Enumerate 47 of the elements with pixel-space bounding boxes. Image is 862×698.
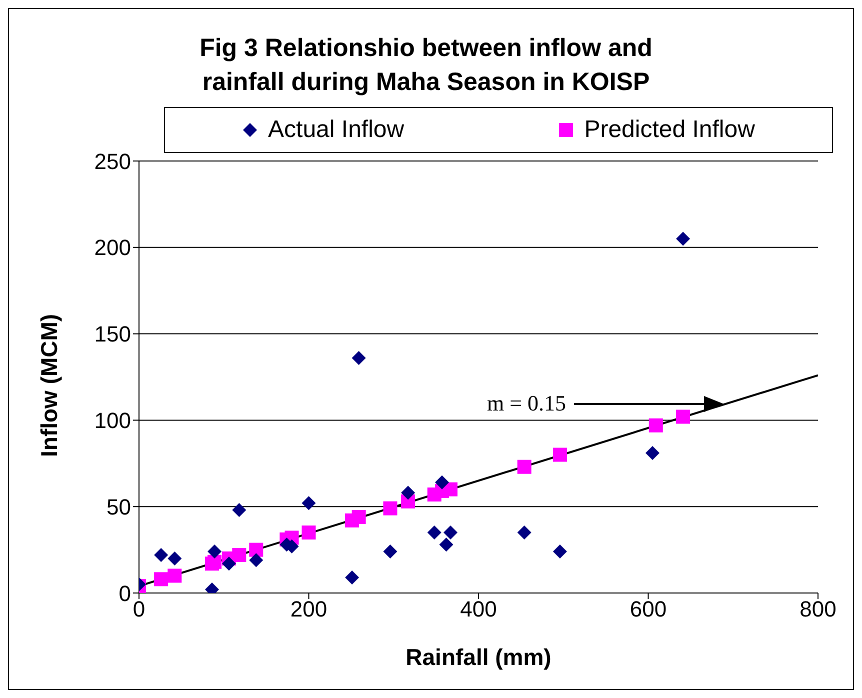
point (168, 551, 182, 566)
point (435, 475, 450, 490)
point (517, 526, 532, 540)
x-tick-label: 200 (290, 596, 328, 622)
point (383, 501, 398, 516)
point (383, 544, 398, 559)
point (249, 553, 264, 568)
point (154, 572, 168, 586)
x-tick-label: 400 (460, 596, 497, 622)
point (645, 446, 660, 460)
point (154, 548, 168, 562)
x-axis-title: Rainfall (mm) (406, 644, 552, 670)
x-tick-label: 800 (800, 596, 836, 622)
chart-title: Fig 3 Relationshio between inflow and rainfall during Maha Season in KOISP (198, 33, 654, 98)
point (648, 418, 663, 432)
point (232, 503, 246, 518)
y-tick-label: 50 (106, 494, 131, 520)
point (232, 548, 246, 562)
annotation: m = 0.15 (486, 390, 566, 416)
point (345, 570, 360, 584)
point (552, 544, 567, 559)
point (168, 568, 182, 583)
point (676, 232, 690, 246)
y-tick-label: 100 (94, 408, 131, 434)
point (439, 538, 454, 552)
point (676, 410, 690, 424)
point (517, 460, 532, 474)
point (443, 526, 458, 540)
legend-label: Actual Inflow (267, 116, 404, 144)
y-tick-label: 250 (94, 148, 131, 174)
x-tick-label: 600 (630, 596, 667, 622)
y-axis-title: Inflow (MCM) (36, 314, 62, 457)
y-tick-label: 200 (94, 235, 131, 260)
y-tick-label: 150 (94, 322, 131, 347)
point (302, 496, 316, 510)
point (222, 556, 236, 571)
point (352, 350, 366, 365)
y-tick-label: 0 (118, 580, 131, 606)
legend-label: Predicted Inflow (583, 116, 755, 144)
point (208, 544, 222, 559)
point (302, 526, 316, 540)
point (552, 448, 567, 462)
point (401, 486, 416, 500)
point (249, 542, 264, 557)
point (427, 526, 442, 540)
point (352, 510, 366, 524)
point (208, 554, 222, 569)
